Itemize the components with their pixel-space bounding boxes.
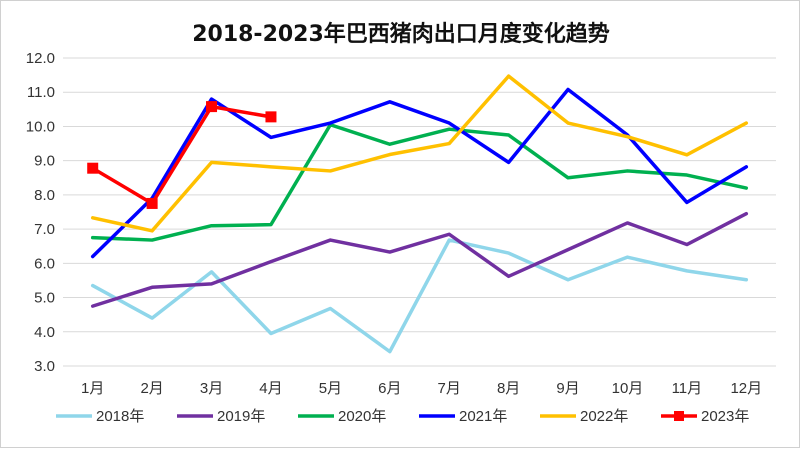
- y-tick-label: 8.0: [34, 187, 55, 204]
- series-line-2020年: [90, 122, 749, 242]
- legend-item: 2018年: [56, 408, 144, 425]
- y-tick-label: 11.0: [27, 84, 55, 101]
- chart-title: 2018-2023年巴西猪肉出口月度变化趋势: [192, 21, 610, 47]
- series-line-2021年: [90, 87, 749, 259]
- x-tick-label: 9月: [556, 380, 579, 397]
- legend-label: 2021年: [459, 408, 507, 425]
- y-tick-label: 7.0: [34, 221, 55, 238]
- y-tick-label: 12.0: [26, 50, 55, 67]
- legend-label: 2018年: [96, 408, 144, 425]
- legend-item: 2023年: [661, 408, 749, 425]
- x-tick-label: 7月: [438, 380, 461, 397]
- data-point-2023年: [87, 162, 99, 174]
- x-tick-label: 2月: [140, 380, 163, 397]
- series-line-2018年: [90, 238, 749, 354]
- x-axis: 1月 2月 3月 4月 5月 6月 7月 8月 9月 10月 11月 12月: [81, 380, 762, 397]
- legend-item: 2020年: [298, 408, 386, 425]
- data-point-2023年: [146, 197, 158, 209]
- x-tick-label: 4月: [259, 380, 282, 397]
- y-tick-label: 5.0: [34, 290, 55, 307]
- legend-label: 2022年: [580, 408, 628, 425]
- x-tick-label: 10月: [612, 380, 644, 397]
- x-tick-label: 12月: [730, 380, 762, 397]
- series-line-2019年: [90, 211, 749, 308]
- x-tick-label: 1月: [81, 380, 104, 397]
- y-tick-label: 4.0: [34, 324, 55, 341]
- y-axis: 3.0 4.0 5.0 6.0 7.0 8.0 9.0 10.0 11.0 12.0: [26, 50, 55, 375]
- y-tick-label: 3.0: [34, 358, 55, 375]
- data-point-2023年: [265, 111, 277, 123]
- x-tick-label: 8月: [497, 380, 520, 397]
- x-tick-label: 5月: [319, 380, 342, 397]
- x-tick-label: 11月: [672, 380, 703, 397]
- series-line-2022年: [90, 74, 749, 233]
- legend-item: 2022年: [540, 408, 628, 425]
- series-group: [87, 74, 749, 354]
- legend-label: 2020年: [338, 408, 386, 425]
- y-tick-label: 9.0: [34, 153, 55, 170]
- x-tick-label: 6月: [378, 380, 401, 397]
- legend-label: 2023年: [701, 408, 749, 425]
- data-point-2023年: [206, 101, 218, 113]
- x-tick-label: 3月: [200, 380, 223, 397]
- legend-item: 2021年: [419, 408, 507, 425]
- legend-label: 2019年: [217, 408, 265, 425]
- legend-marker: [674, 411, 684, 421]
- legend: 2018年 2019年 2020年 2021年 2022年 2023年: [56, 408, 749, 425]
- y-tick-label: 10.0: [26, 118, 55, 135]
- y-tick-label: 6.0: [34, 255, 55, 272]
- legend-item: 2019年: [177, 408, 265, 425]
- series-line-2023年: [90, 104, 273, 206]
